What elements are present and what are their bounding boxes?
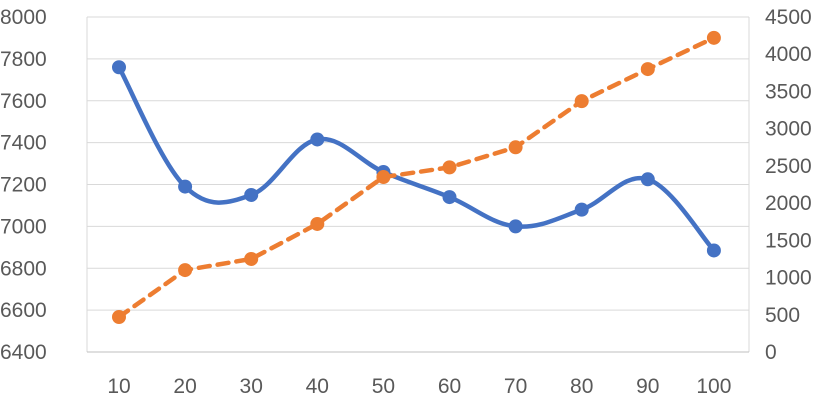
series [112, 30, 721, 325]
data-point [376, 170, 391, 185]
y-right-tick-label: 1500 [765, 229, 812, 252]
x-tick-label: 70 [504, 375, 527, 398]
data-point [178, 263, 193, 278]
y-left-tick-label: 7200 [0, 174, 47, 197]
x-tick-label: 10 [107, 375, 130, 398]
data-point [706, 243, 721, 258]
x-tick-label: 80 [570, 375, 593, 398]
y-left-tick-label: 7400 [0, 132, 47, 155]
data-point [508, 140, 523, 155]
y-left-tick-label: 6400 [0, 341, 47, 364]
x-tick-label: 100 [696, 375, 731, 398]
data-point [112, 310, 126, 325]
data-point [112, 60, 126, 75]
x-tick-label: 20 [173, 375, 196, 398]
series-2 [112, 30, 721, 325]
y-left-tick-label: 6800 [0, 257, 47, 280]
y-right-tick-label: 500 [765, 304, 800, 327]
data-point [244, 251, 259, 266]
x-tick-label: 40 [306, 375, 329, 398]
data-point [310, 132, 325, 147]
series-line [116, 65, 717, 253]
y-left-tick-label: 7600 [0, 90, 47, 113]
axes [86, 17, 750, 353]
x-tick-label: 60 [438, 375, 461, 398]
data-point [640, 62, 655, 77]
data-point [574, 94, 589, 109]
y-right-tick-label: 2000 [765, 192, 812, 215]
data-point [244, 187, 259, 202]
y-right-tick-label: 4000 [765, 43, 812, 66]
x-tick-label: 90 [636, 375, 659, 398]
data-point [310, 216, 325, 231]
y-right-tick-label: 2500 [765, 155, 812, 178]
y-left-tick-label: 8000 [0, 6, 47, 29]
series-line [116, 35, 717, 320]
data-point [442, 190, 457, 205]
y-left-tick-label: 7800 [0, 48, 47, 71]
data-point [706, 30, 721, 45]
y-right-tick-label: 3000 [765, 118, 812, 141]
y-right-tick-label: 1000 [765, 267, 812, 290]
data-point [574, 202, 589, 217]
x-tick-label: 50 [372, 375, 395, 398]
x-tick-label: 30 [240, 375, 263, 398]
data-point [442, 160, 457, 175]
y-left-tick-label: 7000 [0, 215, 47, 238]
tick-labels: 6400 6600 6800 7000 7200 7400 7600 7800 8000 0 500… [0, 6, 812, 398]
data-point [178, 179, 193, 194]
y-left-tick-label: 6600 [0, 299, 47, 322]
y-right-tick-label: 0 [765, 341, 777, 364]
y-right-tick-label: 4500 [765, 6, 812, 29]
data-point [640, 172, 655, 187]
y-right-tick-label: 3500 [765, 80, 812, 103]
data-point [508, 219, 523, 234]
series-1 [112, 60, 721, 258]
